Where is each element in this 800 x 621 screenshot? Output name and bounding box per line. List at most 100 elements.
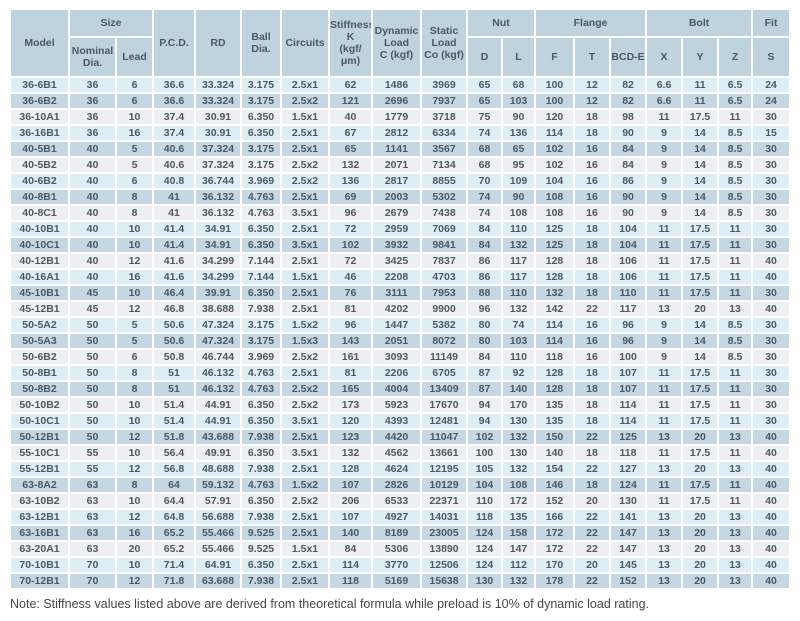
cell-model: 45-12B1 [11, 302, 68, 316]
spec-table: Model Size P.C.D. RD Ball Dia. Circuits … [9, 8, 791, 590]
cell-pcd: 50.8 [154, 350, 195, 364]
cell-flange-f: 135 [536, 398, 574, 412]
cell-flange-t: 16 [575, 174, 610, 188]
cell-circuits: 3.5x1 [282, 238, 329, 252]
cell-bolt-x: 13 [647, 302, 682, 316]
cell-dynamic-load-c: 4562 [373, 446, 421, 460]
cell-flange-f: 140 [536, 446, 574, 460]
table-row: 50-8B2 50 8 51 46.132 4.763 2.5x2 165 4004 13409 8… [11, 382, 790, 396]
cell-fit-s: 30 [753, 222, 790, 236]
cell-circuits: 2.5x1 [282, 302, 329, 316]
table-row: 55-12B1 55 12 56.8 48.688 7.938 2.5x1 128 4624 12… [11, 462, 790, 476]
cell-pcd: 71.4 [154, 558, 195, 572]
cell-flange-f: 114 [536, 334, 574, 348]
table-row: 50-5A3 50 5 50.6 47.324 3.175 1.5x3 143 2051 8072… [11, 334, 790, 348]
cell-rd: 44.91 [196, 398, 241, 412]
table-row: 36-6B1 36 6 36.6 33.324 3.175 2.5x1 62 1486 3969 6… [11, 78, 790, 92]
cell-model: 40-16A1 [11, 270, 68, 284]
cell-dynamic-load-c: 6533 [373, 494, 421, 508]
cell-ball-dia: 3.175 [242, 94, 281, 108]
cell-bolt-z: 11 [719, 414, 752, 428]
cell-flange-bcd-e: 98 [611, 110, 646, 124]
cell-rd: 37.324 [196, 158, 241, 172]
cell-bolt-z: 13 [719, 526, 752, 540]
cell-pcd: 41.6 [154, 254, 195, 268]
cell-pcd: 36.6 [154, 94, 195, 108]
cell-stiffness-k: 120 [330, 414, 372, 428]
cell-ball-dia: 7.144 [242, 254, 281, 268]
table-row: 50-8B1 50 8 51 46.132 4.763 2.5x1 81 2206 6705 87 9… [11, 366, 790, 380]
cell-flange-f: 150 [536, 430, 574, 444]
cell-bolt-z: 8.5 [719, 158, 752, 172]
cell-flange-t: 18 [575, 222, 610, 236]
cell-ball-dia: 9.525 [242, 542, 281, 556]
cell-nut-d: 84 [468, 238, 502, 252]
cell-model: 70-12B1 [11, 574, 68, 588]
cell-pcd: 51.4 [154, 414, 195, 428]
cell-flange-f: 178 [536, 574, 574, 588]
cell-stiffness-k: 76 [330, 286, 372, 300]
cell-flange-f: 120 [536, 110, 574, 124]
note: Note: Stiffness values listed above are … [10, 597, 649, 611]
cell-stiffness-k: 40 [330, 110, 372, 124]
cell-bolt-z: 11 [719, 398, 752, 412]
cell-static-load-co: 13890 [422, 542, 467, 556]
cell-nut-d: 75 [468, 110, 502, 124]
cell-flange-f: 128 [536, 366, 574, 380]
cell-nut-l: 74 [503, 318, 535, 332]
cell-pcd: 51 [154, 366, 195, 380]
cell-stiffness-k: 132 [330, 446, 372, 460]
cell-flange-t: 18 [575, 238, 610, 252]
cell-nominal-dia: 40 [70, 174, 115, 188]
cell-rd: 46.744 [196, 350, 241, 364]
cell-bolt-x: 9 [647, 190, 682, 204]
cell-ball-dia: 3.969 [242, 350, 281, 364]
cell-nut-d: 94 [468, 398, 502, 412]
cell-nominal-dia: 40 [70, 222, 115, 236]
cell-stiffness-k: 132 [330, 158, 372, 172]
cell-flange-bcd-e: 107 [611, 366, 646, 380]
cell-flange-t: 22 [575, 510, 610, 524]
cell-flange-t: 16 [575, 334, 610, 348]
cell-stiffness-k: 206 [330, 494, 372, 508]
cell-model: 50-10C1 [11, 414, 68, 428]
cell-flange-t: 18 [575, 110, 610, 124]
cell-bolt-y: 17.5 [683, 398, 718, 412]
cell-stiffness-k: 96 [330, 206, 372, 220]
cell-bolt-y: 17.5 [683, 286, 718, 300]
cell-circuits: 2.5x1 [282, 190, 329, 204]
cell-flange-bcd-e: 84 [611, 158, 646, 172]
cell-nominal-dia: 50 [70, 398, 115, 412]
cell-flange-f: 108 [536, 190, 574, 204]
cell-nominal-dia: 50 [70, 414, 115, 428]
header-flange-f: F [536, 38, 574, 76]
cell-bolt-z: 8.5 [719, 334, 752, 348]
cell-lead: 10 [117, 398, 153, 412]
cell-nominal-dia: 36 [70, 94, 115, 108]
cell-lead: 8 [117, 478, 153, 492]
cell-ball-dia: 7.938 [242, 430, 281, 444]
cell-fit-s: 40 [753, 510, 790, 524]
cell-nominal-dia: 50 [70, 430, 115, 444]
cell-rd: 46.132 [196, 366, 241, 380]
cell-bolt-z: 13 [719, 558, 752, 572]
cell-ball-dia: 6.350 [242, 126, 281, 140]
header-lead: Lead [117, 38, 153, 76]
cell-fit-s: 30 [753, 238, 790, 252]
cell-fit-s: 40 [753, 270, 790, 284]
cell-model: 40-6B2 [11, 174, 68, 188]
cell-model: 40-10C1 [11, 238, 68, 252]
cell-bolt-y: 17.5 [683, 366, 718, 380]
cell-flange-bcd-e: 90 [611, 190, 646, 204]
cell-bolt-z: 11 [719, 238, 752, 252]
cell-pcd: 41 [154, 190, 195, 204]
table-row: 45-10B1 45 10 46.4 39.91 6.350 2.5x1 76 3111 7953… [11, 286, 790, 300]
cell-pcd: 64 [154, 478, 195, 492]
cell-flange-t: 22 [575, 302, 610, 316]
cell-lead: 6 [117, 350, 153, 364]
cell-dynamic-load-c: 4420 [373, 430, 421, 444]
cell-flange-t: 18 [575, 270, 610, 284]
header-group-bolt: Bolt [647, 10, 752, 36]
cell-ball-dia: 6.350 [242, 286, 281, 300]
cell-fit-s: 30 [753, 174, 790, 188]
